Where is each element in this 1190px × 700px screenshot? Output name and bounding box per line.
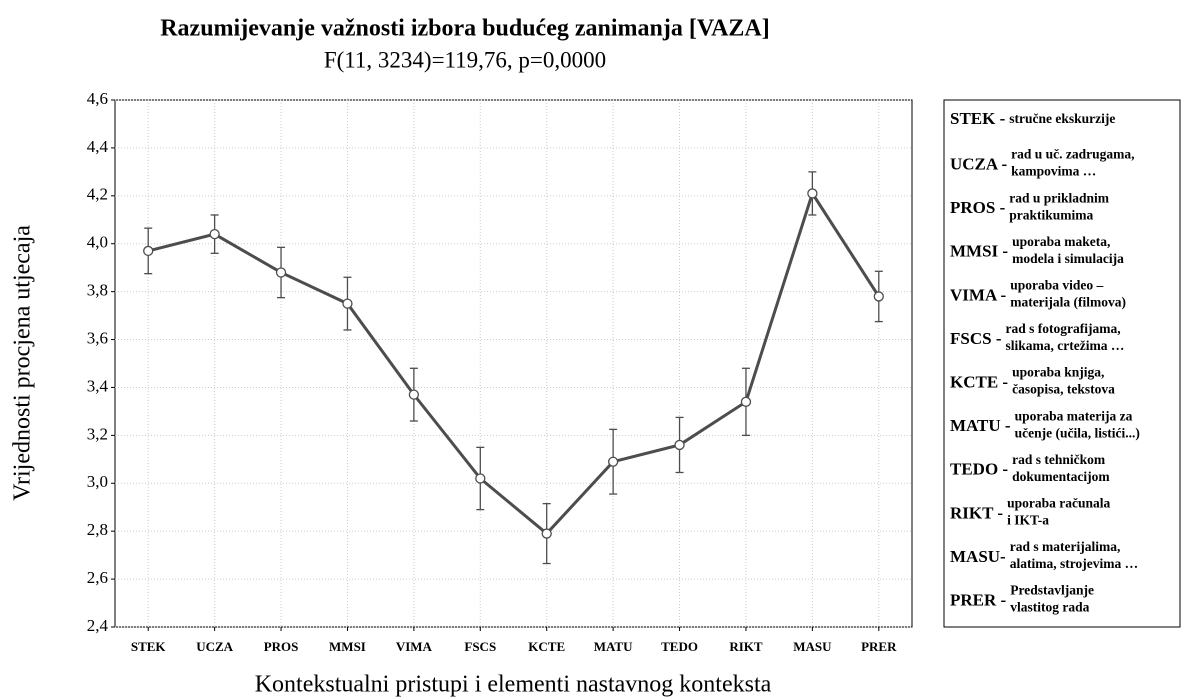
x-tick-label: PRER [861, 639, 897, 654]
y-tick-label: 3,4 [87, 376, 109, 395]
x-tick-label: MASU [793, 639, 832, 654]
point-marker [209, 228, 220, 240]
x-tick-label: FSCS [464, 639, 496, 654]
legend-text: vlastitog rada [1010, 600, 1089, 615]
legend-text: učenje (učila, listići...) [1015, 425, 1140, 440]
x-tick-label: MATU [594, 639, 633, 654]
point-marker [674, 439, 685, 451]
point-marker [873, 291, 884, 302]
legend-text: alatima, strojevima … [1010, 556, 1138, 571]
y-tick-label: 4,4 [87, 137, 109, 156]
legend-code: UCZA - [950, 155, 1007, 174]
x-tick-label: UCZA [196, 639, 233, 654]
point-marker [740, 396, 752, 407]
point-marker [541, 528, 552, 539]
legend-text: rad s materijalima, [1010, 539, 1121, 554]
legend-text: slikama, crtežima … [1005, 338, 1124, 353]
legend-code: FSCS - [950, 329, 1002, 348]
legend-code: RIKT - [950, 503, 1003, 522]
x-tick-label: STEK [131, 639, 167, 654]
point-marker [807, 188, 818, 199]
legend-text: uporaba knjiga, [1012, 365, 1104, 380]
legend-text: rad u prikladnim [1009, 190, 1110, 205]
legend-text: rad u uč. zadrugama, [1011, 147, 1134, 162]
x-tick-label: TEDO [661, 639, 698, 654]
y-tick-label: 3,8 [87, 281, 108, 300]
series-line [147, 189, 881, 536]
y-tick-label: 2,4 [87, 616, 109, 635]
legend-code: MASU- [950, 547, 1006, 566]
y-tick-label: 4,2 [87, 185, 108, 204]
point-marker [607, 456, 619, 467]
point-marker [408, 389, 420, 400]
x-tick-label: KCTE [528, 639, 565, 654]
chart-subtitle: F(11, 3234)=119,76, p=0,0000 [324, 47, 606, 72]
legend-code: TEDO - [950, 460, 1008, 479]
legend-code: VIMA - [950, 285, 1007, 304]
y-tick-label: 3,2 [87, 424, 108, 443]
legend-text: praktikumima [1009, 207, 1093, 222]
plot-frame [114, 99, 913, 628]
legend-text: rad s fotografijama, [1005, 321, 1120, 336]
x-tick-label: VIMA [396, 639, 433, 654]
legend-code: PROS - [950, 198, 1006, 217]
legend-text: Predstavljanje [1010, 583, 1094, 598]
legend-text: dokumentacijom [1012, 469, 1110, 484]
legend-text: uporaba računala [1007, 495, 1110, 510]
legend-text: materijala (filmova) [1010, 294, 1126, 309]
point-marker [475, 473, 486, 484]
y-tick-label: 3,0 [87, 472, 108, 491]
x-axis-label: Kontekstualni pristupi i elementi nastav… [255, 672, 772, 698]
legend-text: uporaba maketa, [1012, 234, 1110, 249]
y-tick-label: 2,8 [87, 520, 108, 539]
legend-text: kampovima … [1011, 164, 1096, 179]
legend-text: rad s tehničkom [1012, 452, 1106, 467]
point-marker [342, 298, 353, 309]
legend-text: uporaba materija za [1015, 408, 1133, 423]
point-marker [275, 267, 287, 278]
x-tick-label: PROS [264, 639, 299, 654]
legend-code: STEK - [950, 109, 1006, 128]
x-tick-label: RIKT [729, 639, 763, 654]
legend-text: časopisa, tekstova [1012, 382, 1115, 397]
point-marker [143, 245, 154, 257]
y-axis-label: Vrijednosti procjena utjecaja [10, 225, 36, 501]
legend-code: MATU - [950, 416, 1011, 435]
legend-text: modela i simulacija [1012, 251, 1124, 266]
legend-code: MMSI - [950, 242, 1008, 261]
y-tick-label: 4,0 [87, 233, 108, 252]
y-tick-label: 4,6 [87, 89, 108, 108]
legend-code: KCTE - [950, 373, 1008, 392]
legend-code: PRER - [950, 591, 1007, 610]
legend-box [943, 99, 1181, 628]
y-tick-label: 2,6 [87, 568, 108, 587]
legend-text: uporaba video – [1010, 277, 1103, 292]
x-tick-label: MMSI [329, 639, 366, 654]
chart-title: Razumijevanje važnosti izbora budućeg za… [160, 16, 770, 42]
legend-text: stručne ekskurzije [1009, 111, 1115, 126]
legend-text: i IKT-a [1007, 512, 1049, 527]
y-tick-label: 3,6 [87, 328, 108, 347]
